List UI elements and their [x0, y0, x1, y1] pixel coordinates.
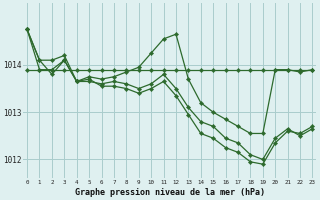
X-axis label: Graphe pression niveau de la mer (hPa): Graphe pression niveau de la mer (hPa)	[75, 188, 265, 197]
